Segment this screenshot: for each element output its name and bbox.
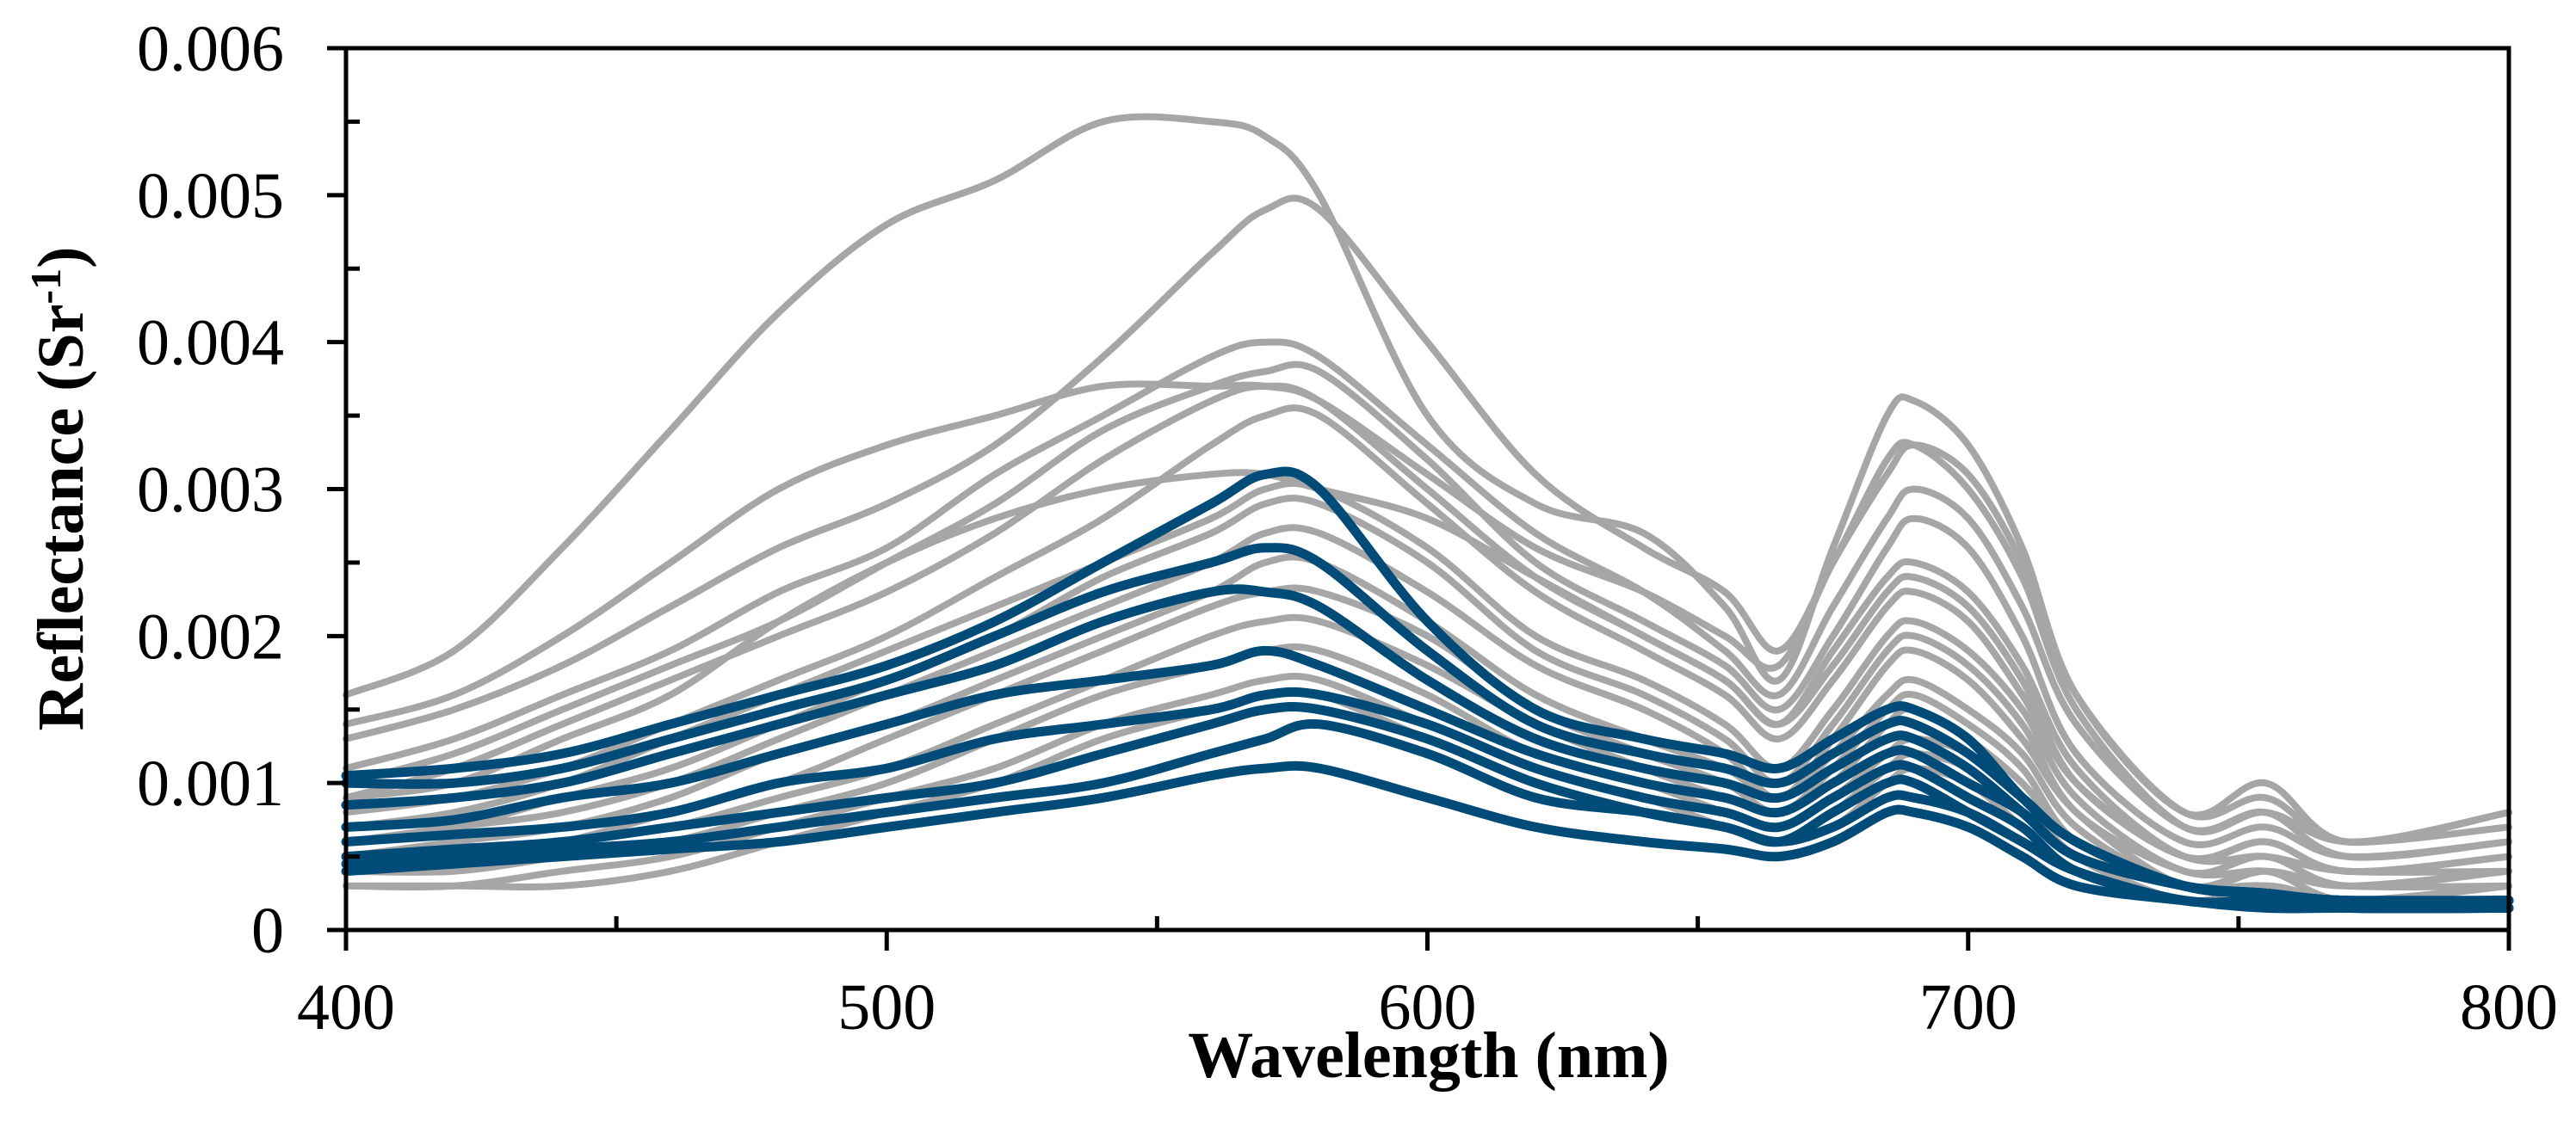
y-tick-label: 0.003: [137, 454, 284, 527]
series-line-gray-4: [343, 338, 2512, 861]
series-line-blue-21: [341, 645, 2514, 906]
y-axis-title-close: ): [25, 247, 97, 268]
y-axis-title: Reflectance (Sr-1): [22, 247, 97, 731]
series-line-gray-11: [343, 524, 2512, 892]
x-tick-label: 800: [2460, 971, 2558, 1044]
y-tick-labels: 0 0.001 0.002 0.003 0.004 0.005 0.006: [137, 13, 284, 967]
x-tick-label: 400: [297, 971, 395, 1044]
series-layer: [341, 113, 2514, 914]
series-line-blue-25: [341, 761, 2514, 914]
y-axis-title-superscript: -1: [22, 268, 70, 305]
series-line-gray-8: [343, 404, 2512, 876]
y-tick-label: 0.005: [137, 160, 284, 232]
y-axis-title-base: Reflectance (Sr: [25, 305, 97, 731]
y-tick-label: 0.002: [137, 600, 284, 673]
series-line-gray-3: [343, 194, 2512, 846]
x-axis-title: Wavelength (nm): [1188, 1019, 1669, 1092]
x-tick-label: 700: [1919, 971, 2017, 1044]
x-tick-label: 500: [837, 971, 936, 1044]
y-tick-label: 0.001: [137, 748, 284, 820]
series-line-blue-24: [341, 718, 2514, 914]
series-line-blue-19: [341, 543, 2514, 906]
y-tick-label: 0.004: [137, 307, 284, 379]
y-tick-label: 0: [251, 895, 284, 967]
x-tick-label: 600: [1379, 971, 1477, 1044]
series-line-gray-2: [343, 380, 2512, 846]
y-tick-label: 0.006: [137, 13, 284, 85]
tick-layer: [327, 46, 2511, 951]
x-tick-labels: 400 500 600 700 800: [297, 971, 2558, 1044]
